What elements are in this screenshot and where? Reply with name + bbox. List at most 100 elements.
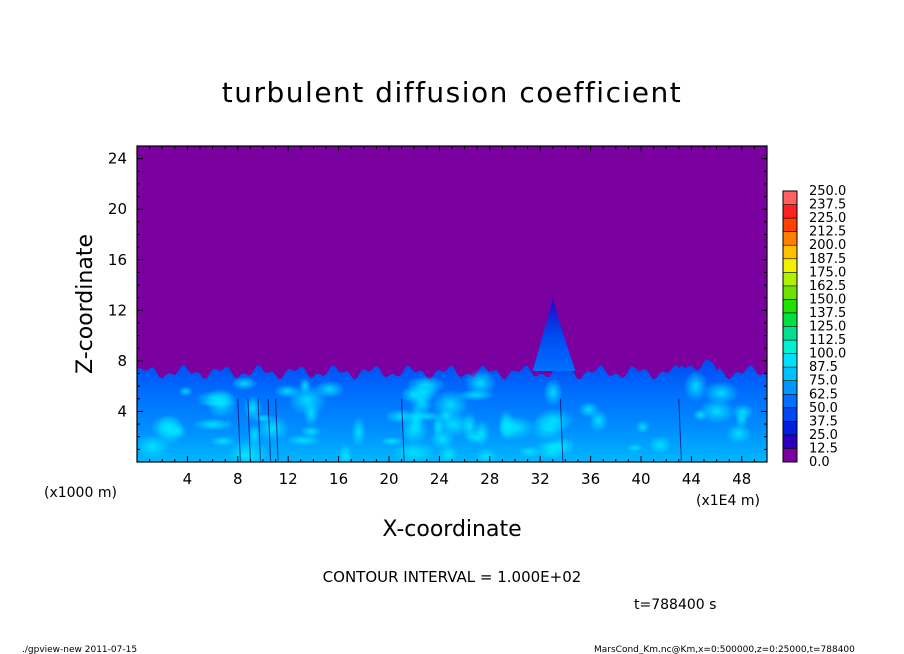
- turbulence-cell: [303, 401, 320, 427]
- turbulence-cells: [137, 369, 755, 462]
- x-tick-label: 40: [631, 470, 650, 488]
- colorbar-swatch: [783, 380, 797, 395]
- y-tick-label: 16: [108, 251, 127, 269]
- colorbar-swatch: [783, 245, 797, 259]
- low-value-streak: [401, 398, 405, 461]
- low-value-streaks: [237, 398, 682, 461]
- colorbar-label: 0.0: [809, 455, 830, 470]
- turbulence-cell: [543, 378, 563, 407]
- colorbar-swatch: [783, 285, 797, 300]
- turbulence-cell: [725, 423, 752, 444]
- turbulence-cell: [731, 404, 755, 420]
- time-label: t=788400 s: [634, 597, 716, 613]
- colorbar-label: 50.0: [809, 401, 838, 416]
- x-tick-label: 8: [233, 470, 243, 488]
- turbulence-cell: [463, 430, 487, 444]
- turbulence-cell: [535, 440, 569, 453]
- colorbar-swatch: [783, 326, 797, 341]
- colorbar-label: 250.0: [809, 184, 846, 199]
- y-tick-label: 4: [117, 402, 127, 420]
- colorbar-swatch: [783, 312, 797, 327]
- x-tick-label: 16: [329, 470, 348, 488]
- turbulence-cell: [313, 380, 345, 399]
- turbulence-cell: [351, 416, 366, 447]
- turbulence-cell: [404, 410, 445, 422]
- colorbar-swatch: [783, 218, 797, 232]
- colorbar-swatch: [783, 258, 797, 273]
- colorbar-label: 175.0: [809, 265, 846, 280]
- x-tick-label: 48: [732, 470, 751, 488]
- x-axis-label: X-coordinate: [382, 517, 521, 542]
- y-tick-label: 8: [117, 352, 127, 370]
- chart-title: turbulent diffusion coefficient: [222, 76, 682, 109]
- turbulence-cell: [299, 425, 323, 438]
- colorbar-swatch: [783, 204, 797, 219]
- colorbar-label: 212.5: [809, 225, 846, 240]
- colorbar-swatch: [783, 191, 797, 205]
- colorbar-swatch: [783, 272, 797, 286]
- turbulence-cell: [431, 389, 470, 420]
- colorbar-label: 225.0: [809, 211, 846, 226]
- turbulence-cell: [430, 429, 455, 450]
- turbulence-cell: [635, 420, 651, 434]
- x-tick-label: 12: [279, 470, 298, 488]
- low-value-streak: [275, 398, 279, 461]
- x-tick-label: 4: [183, 470, 193, 488]
- colorbar-label: 112.5: [809, 333, 846, 348]
- turbulence-cell: [683, 370, 708, 402]
- low-value-streak: [267, 398, 272, 461]
- low-value-streak: [237, 398, 241, 461]
- colorbar-swatch: [783, 394, 797, 408]
- turbulence-cell: [702, 381, 739, 405]
- turbulence-cell: [247, 424, 261, 447]
- y-tick-label: 24: [108, 150, 127, 168]
- colorbar-label: 150.0: [809, 292, 846, 307]
- colorbar-label: 75.0: [809, 374, 838, 389]
- colorbar-label: 200.0: [809, 238, 846, 253]
- y-tick-label: 12: [108, 301, 127, 319]
- turbulence-cell: [517, 446, 543, 458]
- turbulence-cell: [498, 408, 514, 441]
- turbulence-cell: [405, 375, 446, 394]
- x-tick-label: 32: [531, 470, 550, 488]
- colorbar-swatch: [783, 353, 797, 368]
- low-value-streak: [559, 398, 564, 461]
- colorbar-label: 162.5: [809, 279, 846, 294]
- turbulence-cell: [588, 409, 609, 433]
- low-value-streak: [678, 398, 682, 461]
- colorbar-swatch: [783, 367, 797, 381]
- x-tick-label: 24: [430, 470, 449, 488]
- turbulence-cell: [209, 436, 236, 447]
- colorbar-swatch: [783, 231, 797, 246]
- contour-interval-label: CONTOUR INTERVAL = 1.000E+02: [323, 568, 582, 586]
- low-value-streak: [257, 398, 261, 461]
- colorbar-swatch: [783, 434, 797, 449]
- footer-left: ./gpview-new 2011-07-15: [22, 645, 137, 654]
- y-axis-label: Z-coordinate: [73, 234, 98, 374]
- turbulence-cell: [530, 415, 566, 442]
- plot-area: [137, 146, 767, 462]
- colorbar-swatch: [783, 407, 797, 422]
- footer-right: MarsCond_Km.nc@Km,x=0:500000,z=0:25000,t…: [594, 645, 855, 654]
- turbulence-cell: [399, 414, 429, 445]
- turbulence-cell: [379, 436, 405, 446]
- colorbar-label: 125.0: [809, 320, 846, 335]
- colorbar-label: 187.5: [809, 252, 846, 267]
- colorbar-swatch: [783, 299, 797, 313]
- colorbar-label: 37.5: [809, 414, 838, 429]
- colorbar-label: 12.5: [809, 441, 838, 456]
- x-tick-label: 44: [682, 470, 701, 488]
- x-tick-label: 20: [379, 470, 398, 488]
- turbulence-cell: [410, 387, 433, 418]
- x-tick-label: 28: [480, 470, 499, 488]
- colorbar-label: 100.0: [809, 347, 846, 362]
- turbulence-cell: [243, 395, 263, 422]
- turbulence-cell: [338, 443, 353, 462]
- x-unit-right: (x1E4 m): [696, 493, 760, 509]
- x-tick-label: 36: [581, 470, 600, 488]
- x-axis-ticks: 4 8 12 16 20 24 28 32 36 40 44 48: [149, 146, 755, 488]
- turbulence-cell: [206, 387, 237, 419]
- colorbar-swatch: [783, 421, 797, 435]
- turbulence-cell: [231, 376, 258, 391]
- turbulence-cell: [285, 434, 322, 446]
